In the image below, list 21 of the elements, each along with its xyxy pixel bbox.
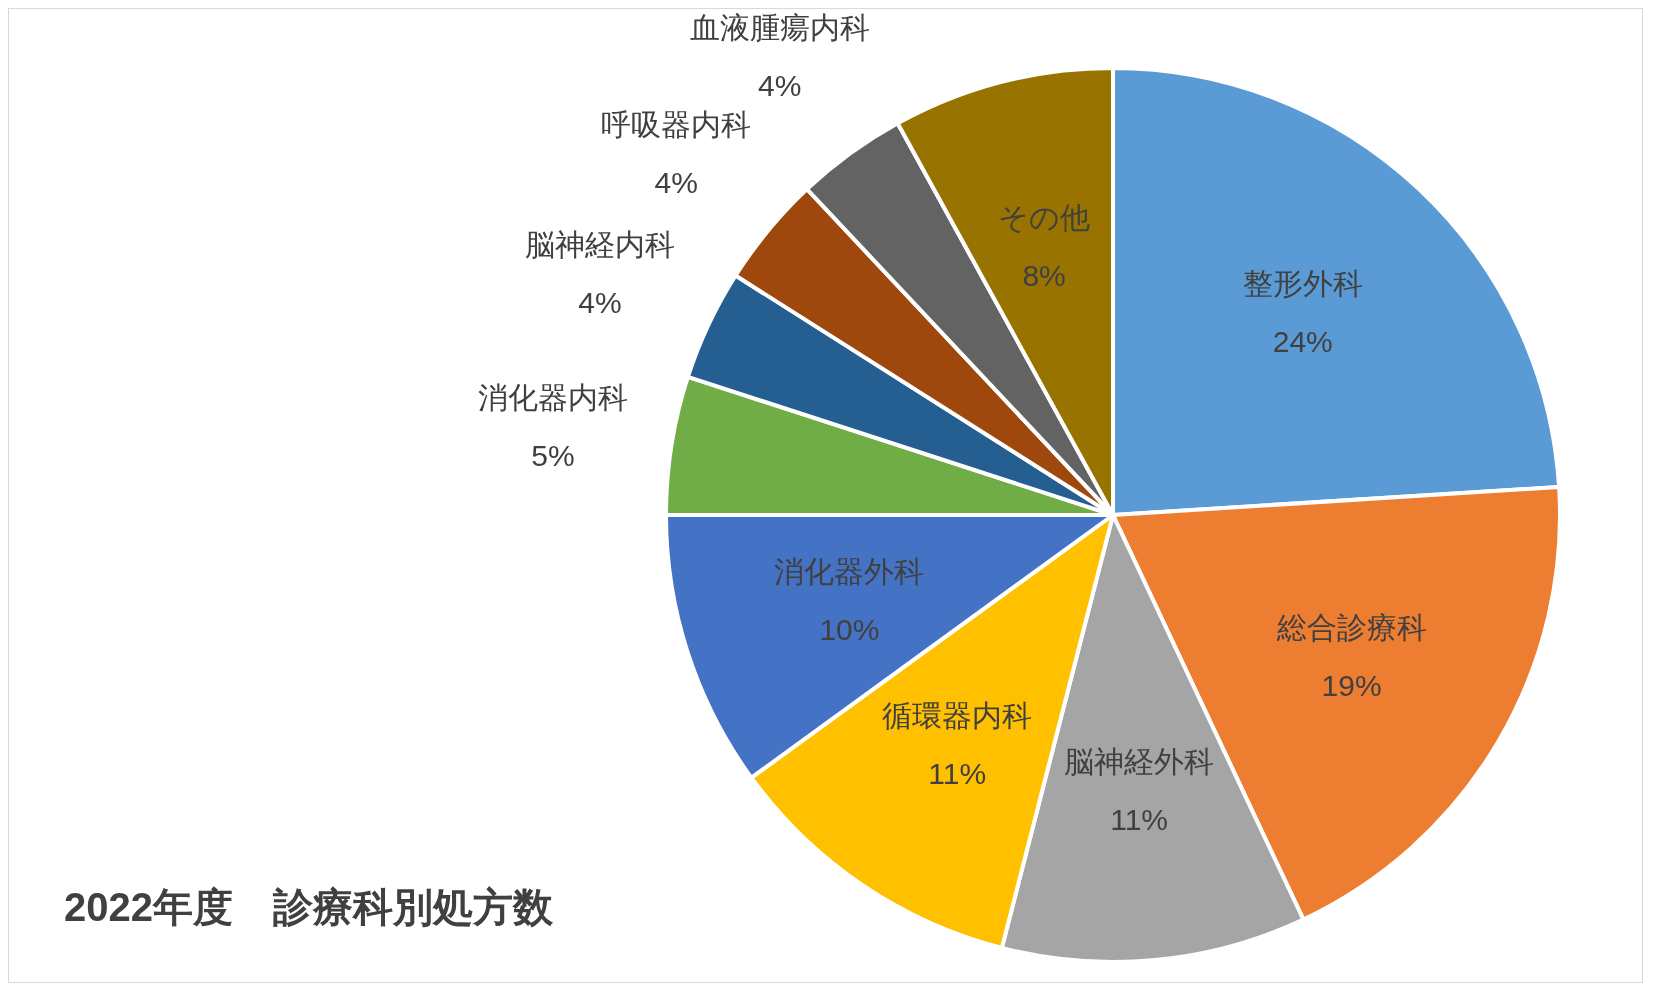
slice-label: 脳神経内科 <box>524 228 675 262</box>
data-label: 10% <box>819 613 880 647</box>
data-label: 5% <box>531 438 575 472</box>
data-label: 11% <box>928 756 987 790</box>
slice-label: 脳神経外科 <box>1064 745 1215 779</box>
text: 2022年度 診療科別処方数 <box>64 885 554 929</box>
slice-label: 血液腫瘍内科 <box>689 10 870 44</box>
slice-label: 整形外科 <box>1242 267 1363 301</box>
data-label: 4% <box>654 166 698 200</box>
slice-label: 消化器外科 <box>774 555 925 589</box>
slice-label: 循環器内科 <box>882 698 1033 732</box>
data-label: 19% <box>1321 668 1382 702</box>
slice-label: 消化器内科 <box>477 380 628 414</box>
data-label: 11% <box>1110 803 1168 837</box>
data-label: 4% <box>578 286 622 320</box>
slice-label: その他 <box>998 201 1091 235</box>
slice-label: 呼吸器内科 <box>601 108 752 142</box>
data-label: 4% <box>758 68 802 102</box>
data-label: 8% <box>1022 259 1066 293</box>
data-label: 24% <box>1272 325 1333 359</box>
slice-label: 総合診療科 <box>1275 610 1427 644</box>
